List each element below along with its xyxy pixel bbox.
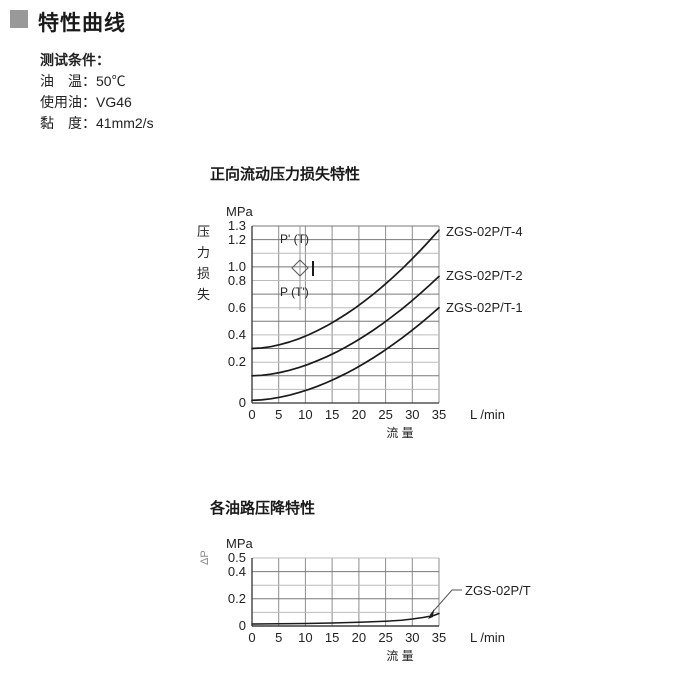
svg-text:流 量: 流 量	[386, 649, 413, 663]
svg-text:MPa: MPa	[226, 536, 254, 551]
svg-text:20: 20	[352, 630, 366, 645]
svg-text:10: 10	[298, 630, 312, 645]
svg-text:L /min: L /min	[470, 630, 505, 645]
svg-text:0: 0	[248, 630, 255, 645]
svg-text:ZGS-02P/T: ZGS-02P/T	[465, 583, 531, 598]
svg-text:30: 30	[405, 630, 419, 645]
svg-text:0: 0	[239, 618, 246, 633]
svg-text:15: 15	[325, 630, 339, 645]
svg-text:0.4: 0.4	[228, 564, 246, 579]
svg-text:0.2: 0.2	[228, 591, 246, 606]
svg-text:5: 5	[275, 630, 282, 645]
svg-text:35: 35	[432, 630, 446, 645]
svg-text:25: 25	[378, 630, 392, 645]
svg-text:0.5: 0.5	[228, 550, 246, 565]
